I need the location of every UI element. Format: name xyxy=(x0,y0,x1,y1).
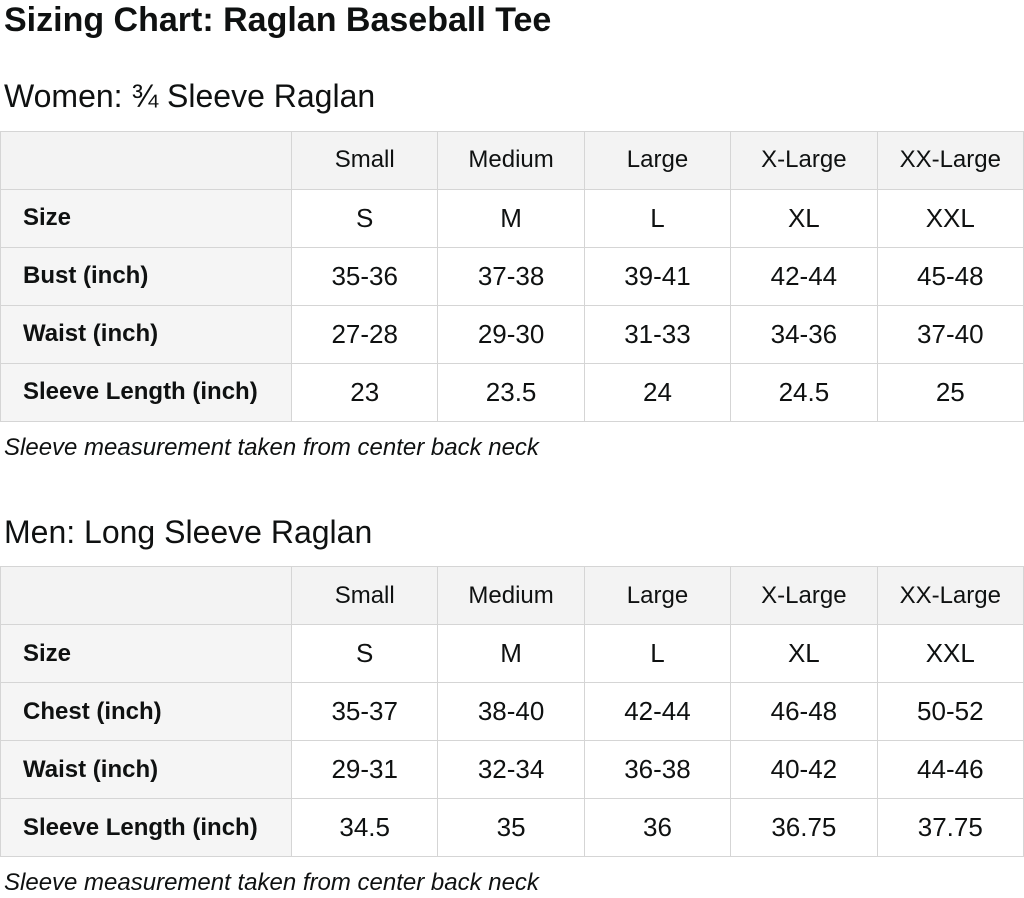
size-cell: XXL xyxy=(876,188,1024,248)
section-heading-men: Men: Long Sleeve Raglan xyxy=(4,514,373,551)
column-header-blank xyxy=(0,130,292,190)
measurement-cell: 35-37 xyxy=(290,682,439,742)
size-cell: M xyxy=(437,188,585,248)
size-cell: XXL xyxy=(876,624,1024,684)
table-header-row: Small Medium Large X-Large XX-Large xyxy=(0,130,1024,190)
women-size-table: Small Medium Large X-Large XX-Large Size… xyxy=(0,130,1024,422)
measurement-cell: 29-30 xyxy=(437,304,585,364)
measurement-cell: 31-33 xyxy=(583,304,732,364)
row-label-size: Size xyxy=(0,188,292,248)
size-cell: L xyxy=(583,624,732,684)
measurement-cell: 37-40 xyxy=(876,304,1024,364)
measurement-cell: 24 xyxy=(583,362,732,422)
row-label-chest: Chest (inch) xyxy=(0,682,292,742)
table-row: Sleeve Length (inch) 34.5 35 36 36.75 37… xyxy=(0,798,1024,858)
size-cell: M xyxy=(437,624,585,684)
column-header-small: Small xyxy=(290,130,439,190)
column-header-large: Large xyxy=(583,566,732,626)
measurement-cell: 40-42 xyxy=(730,740,878,800)
measurement-cell: 27-28 xyxy=(290,304,439,364)
column-header-large: Large xyxy=(583,130,732,190)
column-header-xxlarge: XX-Large xyxy=(876,130,1024,190)
measurement-note: Sleeve measurement taken from center bac… xyxy=(4,433,539,461)
column-header-xlarge: X-Large xyxy=(730,566,878,626)
measurement-cell: 39-41 xyxy=(583,246,732,306)
table-row: Sleeve Length (inch) 23 23.5 24 24.5 25 xyxy=(0,362,1024,422)
row-label-sleeve-length: Sleeve Length (inch) xyxy=(0,362,292,422)
measurement-cell: 37.75 xyxy=(876,798,1024,858)
measurement-cell: 36-38 xyxy=(583,740,732,800)
measurement-cell: 45-48 xyxy=(876,246,1024,306)
table-row: Waist (inch) 27-28 29-30 31-33 34-36 37-… xyxy=(0,304,1024,364)
measurement-cell: 24.5 xyxy=(730,362,878,422)
measurement-cell: 23.5 xyxy=(437,362,585,422)
table-row: Bust (inch) 35-36 37-38 39-41 42-44 45-4… xyxy=(0,246,1024,306)
measurement-cell: 46-48 xyxy=(730,682,878,742)
measurement-cell: 32-34 xyxy=(437,740,585,800)
section-men: Men: Long Sleeve Raglan Small Medium Lar… xyxy=(0,514,1024,897)
section-heading-women: Women: ¾ Sleeve Raglan xyxy=(4,78,376,115)
row-label-waist: Waist (inch) xyxy=(0,740,292,800)
column-header-medium: Medium xyxy=(437,566,585,626)
measurement-cell: 42-44 xyxy=(730,246,878,306)
men-size-table: Small Medium Large X-Large XX-Large Size… xyxy=(0,566,1024,858)
row-label-size: Size xyxy=(0,624,292,684)
table-row: Chest (inch) 35-37 38-40 42-44 46-48 50-… xyxy=(0,682,1024,742)
measurement-cell: 35 xyxy=(437,798,585,858)
table-header-row: Small Medium Large X-Large XX-Large xyxy=(0,566,1024,626)
size-cell: S xyxy=(290,624,439,684)
section-women: Women: ¾ Sleeve Raglan Small Medium Larg… xyxy=(0,79,1024,461)
table-row: Size S M L XL XXL xyxy=(0,624,1024,684)
column-header-blank xyxy=(0,566,292,626)
measurement-cell: 34-36 xyxy=(730,304,878,364)
size-cell: L xyxy=(583,188,732,248)
table-row: Size S M L XL XXL xyxy=(0,188,1024,248)
measurement-cell: 36 xyxy=(583,798,732,858)
row-label-waist: Waist (inch) xyxy=(0,304,292,364)
size-cell: XL xyxy=(730,624,878,684)
measurement-cell: 38-40 xyxy=(437,682,585,742)
column-header-xlarge: X-Large xyxy=(730,130,878,190)
size-cell: S xyxy=(290,188,439,248)
table-row: Waist (inch) 29-31 32-34 36-38 40-42 44-… xyxy=(0,740,1024,800)
measurement-cell: 44-46 xyxy=(876,740,1024,800)
measurement-cell: 50-52 xyxy=(876,682,1024,742)
column-header-medium: Medium xyxy=(437,130,585,190)
measurement-cell: 36.75 xyxy=(730,798,878,858)
row-label-bust: Bust (inch) xyxy=(0,246,292,306)
measurement-cell: 34.5 xyxy=(290,798,439,858)
measurement-note: Sleeve measurement taken from center bac… xyxy=(4,869,539,897)
column-header-xxlarge: XX-Large xyxy=(876,566,1024,626)
measurement-cell: 23 xyxy=(290,362,439,422)
measurement-cell: 25 xyxy=(876,362,1024,422)
row-label-sleeve-length: Sleeve Length (inch) xyxy=(0,798,292,858)
measurement-cell: 37-38 xyxy=(437,246,585,306)
measurement-cell: 29-31 xyxy=(290,740,439,800)
measurement-cell: 35-36 xyxy=(290,246,439,306)
size-cell: XL xyxy=(730,188,878,248)
page-title: Sizing Chart: Raglan Baseball Tee xyxy=(4,1,552,39)
measurement-cell: 42-44 xyxy=(583,682,732,742)
column-header-small: Small xyxy=(290,566,439,626)
